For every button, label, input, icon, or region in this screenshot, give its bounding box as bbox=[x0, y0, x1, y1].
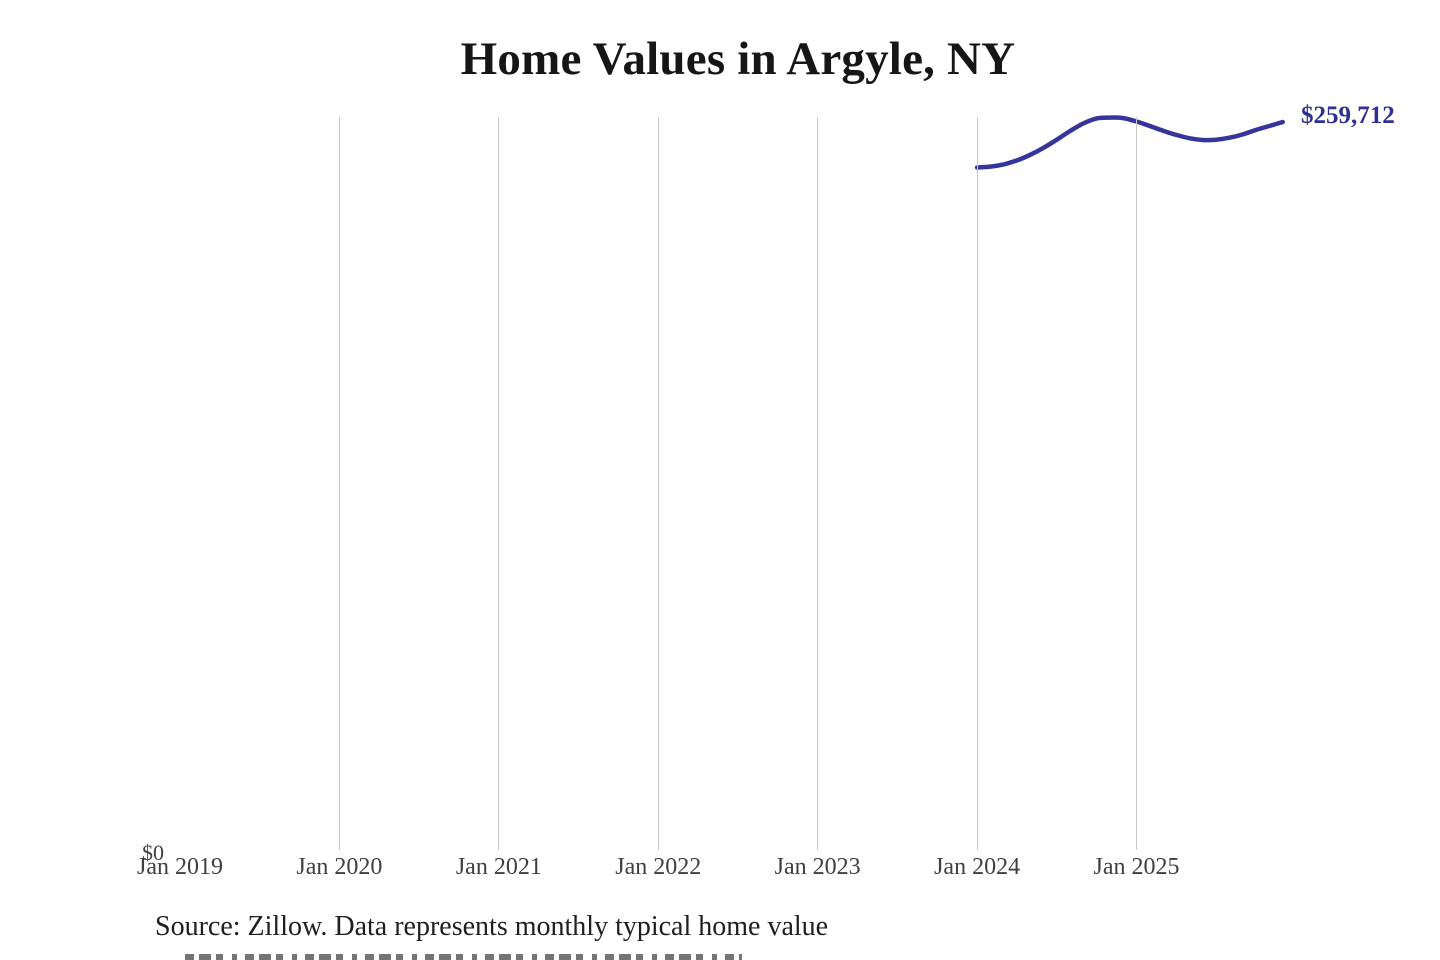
x-axis-tick-label: Jan 2021 bbox=[455, 854, 542, 880]
gridline bbox=[817, 117, 819, 850]
x-axis-tick-label: Jan 2025 bbox=[1093, 854, 1180, 880]
x-axis-tick-label: Jan 2019 bbox=[137, 854, 223, 880]
home-value-line bbox=[974, 115, 1285, 170]
source-caption: Source: Zillow. Data represents monthly … bbox=[155, 911, 829, 942]
gridline bbox=[498, 117, 500, 850]
gridline bbox=[657, 117, 659, 850]
x-axis-tick-label: Jan 2023 bbox=[774, 854, 861, 880]
chart-title: Home Values in Argyle, NY bbox=[460, 33, 1016, 85]
y-axis-zero-label: $0 bbox=[142, 840, 164, 865]
gridline bbox=[338, 117, 340, 850]
x-axis-tick-label: Jan 2022 bbox=[615, 854, 702, 880]
x-axis-tick-label: Jan 2020 bbox=[296, 854, 383, 880]
gridline bbox=[976, 117, 978, 850]
latest-value-label: $259,712 bbox=[1301, 102, 1395, 129]
gridline bbox=[1136, 117, 1138, 850]
x-axis-tick-label: Jan 2024 bbox=[934, 854, 1021, 880]
clipped-text-remnant bbox=[185, 954, 742, 960]
